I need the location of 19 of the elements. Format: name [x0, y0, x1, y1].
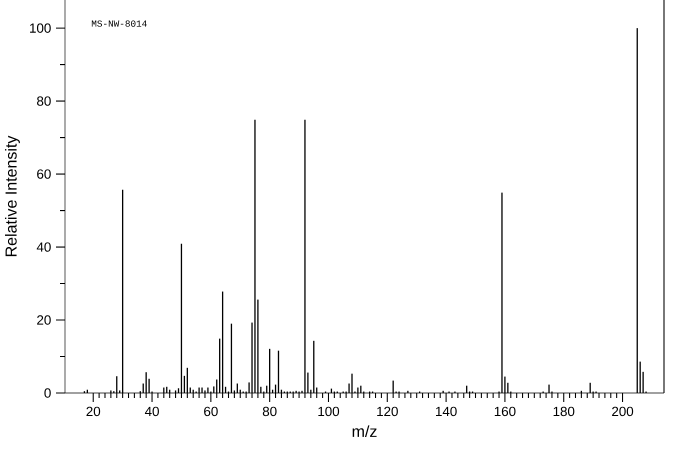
y-axis-title: Relative Intensity	[4, 136, 20, 256]
x-axis-title: m/z	[352, 425, 377, 438]
x-tick-label: 100	[318, 406, 340, 416]
x-tick-label: 40	[144, 406, 159, 416]
x-tick-label: 160	[494, 406, 516, 416]
y-tick-label: 20	[37, 315, 51, 325]
y-tick-label: 80	[37, 96, 51, 106]
x-tick-label: 140	[436, 406, 457, 416]
y-tick-label: 100	[30, 23, 51, 33]
x-tick-label: 80	[262, 406, 277, 416]
y-tick-label: 40	[36, 242, 51, 252]
x-tick-label: 200	[612, 406, 634, 416]
x-tick-label: 180	[554, 406, 574, 416]
y-tick-label: 60	[37, 169, 51, 179]
x-tick-label: 60	[204, 406, 218, 416]
annotation: MS-NW-8014	[92, 20, 147, 27]
y-tick-label: 0	[44, 388, 51, 398]
x-tick-label: 20	[86, 406, 100, 416]
x-tick-label: 120	[377, 406, 398, 416]
